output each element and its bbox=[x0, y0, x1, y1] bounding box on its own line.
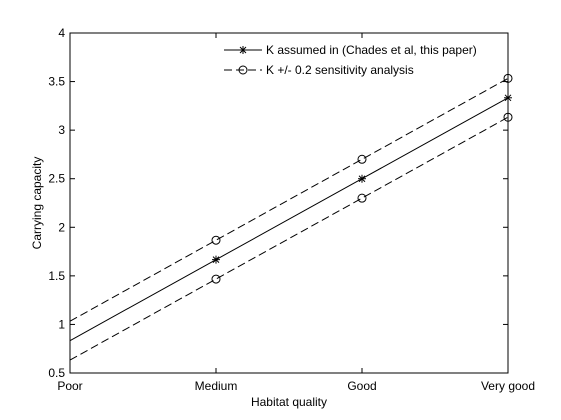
series-line-0 bbox=[69, 97, 509, 342]
circle-marker bbox=[357, 193, 367, 203]
star-marker bbox=[504, 93, 512, 102]
legend: K assumed in (Chades et al, this paper) K… bbox=[224, 43, 477, 77]
y-tick-label: 2 bbox=[58, 220, 65, 234]
x-tick-label: Very good bbox=[481, 379, 535, 393]
circle-marker bbox=[238, 65, 248, 75]
y-tick-label: 3 bbox=[58, 123, 65, 137]
y-tick-label: 1.5 bbox=[48, 269, 65, 283]
circle-marker bbox=[503, 112, 513, 122]
star-marker bbox=[358, 174, 366, 183]
x-tick-label: Poor bbox=[57, 379, 82, 393]
circle-marker bbox=[357, 154, 367, 164]
y-tick-label: 1 bbox=[58, 317, 65, 331]
ticks-layer: 0.5 1 1.5 2 2.5 3 3.5 4 Poor Medium Good Very good bbox=[48, 26, 535, 393]
y-axis-label: Carrying capacity bbox=[30, 157, 44, 250]
y-tick-label: 2.5 bbox=[48, 172, 65, 186]
y-tick-label: 0.5 bbox=[48, 366, 65, 380]
star-marker bbox=[212, 255, 220, 264]
x-tick-label: Medium bbox=[195, 379, 238, 393]
circle-marker bbox=[211, 235, 221, 245]
plot-frame bbox=[69, 32, 509, 374]
x-axis-label: Habitat quality bbox=[251, 395, 327, 409]
circle-marker bbox=[503, 73, 513, 83]
plot-area-border bbox=[69, 32, 509, 374]
series-layer bbox=[69, 73, 513, 361]
star-marker bbox=[239, 46, 247, 54]
circle-marker bbox=[211, 274, 221, 284]
legend-label-1: K +/- 0.2 sensitivity analysis bbox=[266, 63, 414, 77]
y-tick-label: 4 bbox=[58, 26, 65, 40]
legend-label-0: K assumed in (Chades et al, this paper) bbox=[266, 43, 477, 57]
x-tick-label: Good bbox=[347, 379, 376, 393]
y-tick-label: 3.5 bbox=[48, 75, 65, 89]
